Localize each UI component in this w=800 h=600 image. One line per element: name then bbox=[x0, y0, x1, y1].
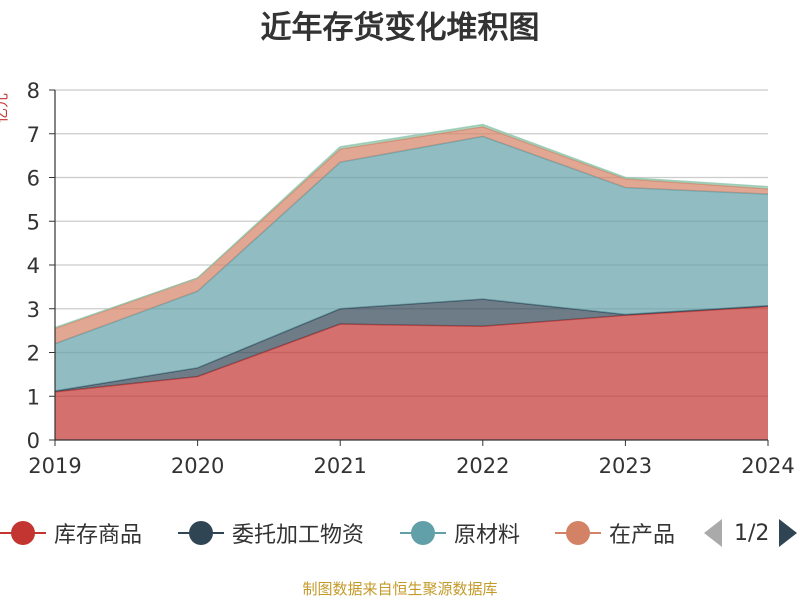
y-tick-label: 5 bbox=[27, 210, 40, 234]
y-tick-label: 1 bbox=[27, 385, 40, 409]
x-tick-label: 2023 bbox=[599, 454, 652, 478]
legend-label: 在产品 bbox=[609, 523, 676, 548]
y-tick-labels: 0 1 2 3 4 5 6 7 8 bbox=[27, 79, 55, 453]
legend-label: 库存商品 bbox=[54, 523, 143, 548]
areas bbox=[54, 123, 769, 440]
legend-label: 委托加工物资 bbox=[232, 523, 365, 548]
y-tick-label: 8 bbox=[27, 79, 40, 103]
source-note: 制图数据来自恒生聚源数据库 bbox=[302, 580, 498, 598]
area-series-0 bbox=[55, 306, 768, 440]
legend-label: 原材料 bbox=[454, 523, 521, 548]
y-tick-label: 3 bbox=[27, 298, 40, 322]
y-tick-label: 4 bbox=[27, 254, 40, 278]
y-tick-label: 2 bbox=[27, 342, 40, 366]
area-series-line-0 bbox=[54, 305, 769, 393]
y-tick-label: 7 bbox=[27, 123, 40, 147]
y-tick-label: 0 bbox=[27, 429, 40, 453]
x-tick-label: 2019 bbox=[28, 454, 81, 478]
legend-pager: 1/2 bbox=[700, 516, 800, 550]
legend-item[interactable]: 委托加工物资 bbox=[178, 516, 364, 550]
legend-item[interactable]: 库存商品 bbox=[0, 516, 142, 550]
x-tick-label: 2021 bbox=[313, 454, 366, 478]
x-tick-label: 2022 bbox=[456, 454, 509, 478]
area-series-1 bbox=[55, 299, 768, 392]
y-axis-name: 亿元 bbox=[0, 93, 10, 123]
legend: 库存商品 委托加工物资 原材料 在产品 bbox=[0, 516, 800, 550]
x-tick-label: 2020 bbox=[171, 454, 224, 478]
x-tick-labels: 2019 2020 2021 2022 2023 2024 bbox=[28, 440, 795, 478]
chart-title: 近年存货变化堆积图 bbox=[261, 10, 540, 46]
legend-prev-page-icon[interactable] bbox=[704, 519, 722, 547]
area-series-2 bbox=[55, 136, 768, 391]
legend-swatch-icon bbox=[555, 516, 601, 550]
legend-page-label: 1/2 bbox=[734, 520, 770, 546]
legend-item[interactable]: 原材料 bbox=[400, 516, 520, 550]
legend-item[interactable]: 在产品 bbox=[555, 516, 675, 550]
y-tick-label: 6 bbox=[27, 167, 40, 191]
legend-swatch-icon bbox=[0, 516, 46, 550]
legend-swatch-icon bbox=[178, 516, 224, 550]
x-tick-label: 2024 bbox=[741, 454, 794, 478]
legend-swatch-icon bbox=[400, 516, 446, 550]
area-series-line-4 bbox=[54, 123, 769, 329]
legend-next-page-icon[interactable] bbox=[779, 519, 798, 547]
